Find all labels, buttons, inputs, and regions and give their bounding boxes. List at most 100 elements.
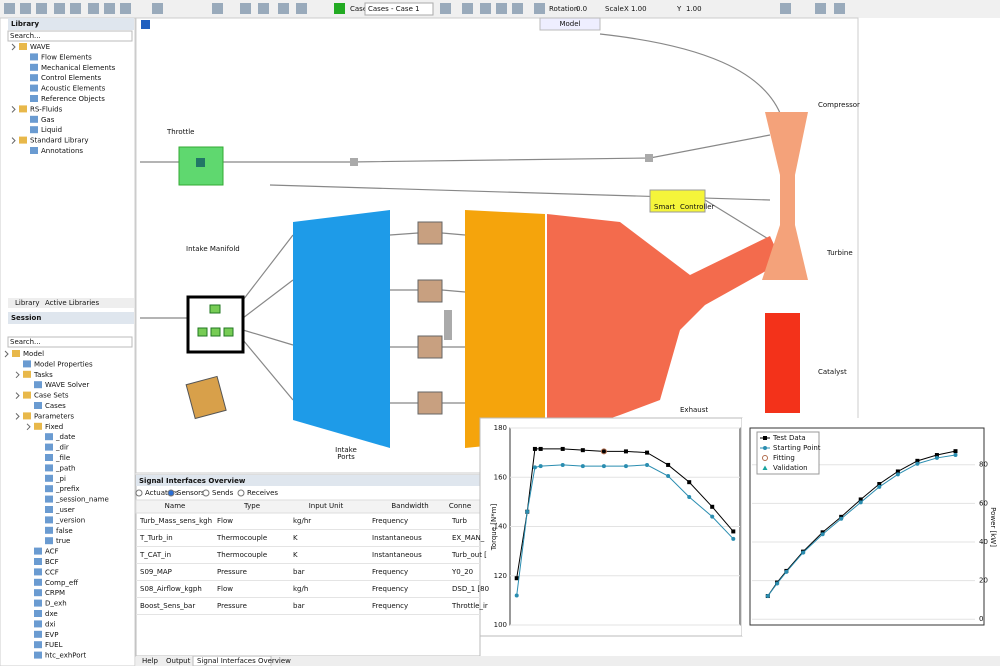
tree-item[interactable]: RS-Fluids bbox=[30, 105, 63, 113]
tree-expander[interactable] bbox=[11, 137, 16, 144]
tree-item[interactable]: BCF bbox=[45, 558, 59, 566]
tree-item[interactable]: Acoustic Elements bbox=[41, 85, 106, 93]
session-search[interactable] bbox=[7, 336, 133, 348]
rotation-value[interactable]: 0.0 bbox=[576, 5, 587, 13]
table-cell[interactable]: K bbox=[293, 534, 298, 542]
table-cell[interactable]: Pressure bbox=[217, 602, 247, 610]
table-cell[interactable]: Instantaneous bbox=[372, 551, 422, 559]
filter-label[interactable]: Receives bbox=[247, 489, 278, 497]
filter-label[interactable]: Sensors bbox=[177, 489, 205, 497]
table-cell[interactable]: Y0_20 bbox=[451, 568, 473, 576]
tree-expander[interactable] bbox=[26, 423, 31, 431]
tree-expander[interactable] bbox=[15, 371, 20, 379]
tree-item[interactable]: Flow Elements bbox=[41, 53, 92, 61]
tree-item[interactable]: ACF bbox=[45, 548, 59, 556]
table-cell[interactable]: kg/hr bbox=[293, 517, 311, 525]
tree-item[interactable]: Mechanical Elements bbox=[41, 64, 116, 72]
radio[interactable] bbox=[167, 489, 175, 497]
model-tab[interactable] bbox=[539, 17, 601, 31]
model-tab-label[interactable]: Model bbox=[559, 20, 580, 28]
tree-item[interactable]: Tasks bbox=[33, 371, 53, 379]
tree-item[interactable]: _date bbox=[55, 433, 75, 441]
tree-item[interactable]: _user bbox=[55, 506, 75, 514]
library-search[interactable] bbox=[7, 30, 133, 42]
tree-item[interactable]: D_exh bbox=[45, 600, 67, 608]
tree-item[interactable]: Liquid bbox=[41, 126, 62, 134]
tree-item[interactable]: _version bbox=[55, 516, 85, 524]
radio[interactable] bbox=[135, 489, 143, 497]
tree-item[interactable]: _file bbox=[55, 454, 70, 462]
tree-expander[interactable] bbox=[15, 392, 20, 399]
tree-item[interactable]: WAVE Solver bbox=[45, 381, 89, 389]
tree-item[interactable]: Model bbox=[23, 350, 44, 358]
tree-item[interactable]: CCF bbox=[45, 568, 59, 576]
tree-item[interactable]: WAVE bbox=[30, 43, 50, 51]
radio[interactable] bbox=[237, 489, 245, 497]
tree-item[interactable]: Case Sets bbox=[34, 392, 69, 400]
table-cell[interactable]: Thermocouple bbox=[216, 534, 267, 542]
tree-item[interactable]: Parameters bbox=[34, 412, 74, 420]
table-cell[interactable]: kg/h bbox=[293, 585, 308, 593]
table-cell[interactable]: Flow bbox=[217, 517, 233, 525]
toolbar-buttons[interactable] bbox=[4, 3, 845, 14]
tree-item[interactable]: _session_name bbox=[55, 496, 109, 504]
filter-label[interactable]: Sends bbox=[212, 489, 234, 497]
active-libraries-tab[interactable]: Active Libraries bbox=[45, 299, 99, 307]
tree-item[interactable]: Annotations bbox=[41, 147, 83, 155]
table-cell[interactable]: S09_MAP bbox=[140, 568, 172, 576]
tree-item[interactable]: Model Properties bbox=[34, 360, 93, 368]
tree-item[interactable]: FUEL bbox=[45, 641, 63, 649]
tree-item[interactable]: _pi bbox=[55, 475, 66, 483]
table-cell[interactable]: DSD_1 [80 bbox=[452, 585, 489, 593]
bottom-tab[interactable]: Help bbox=[142, 657, 159, 665]
tree-item[interactable]: Cases bbox=[45, 402, 66, 410]
table-cell[interactable]: Throttle_ir bbox=[451, 602, 488, 610]
tree-item[interactable]: htc_exhPort bbox=[45, 652, 86, 660]
table-cell[interactable]: Instantaneous bbox=[372, 534, 422, 542]
scale-x-value[interactable]: 1.00 bbox=[631, 5, 647, 13]
tree-item[interactable]: EVP bbox=[45, 631, 58, 639]
table-cell[interactable]: EX_MAN_ bbox=[452, 534, 485, 542]
table-cell[interactable]: bar bbox=[293, 568, 305, 576]
case-select[interactable] bbox=[364, 2, 434, 16]
tree-item[interactable]: dxi bbox=[45, 620, 56, 628]
case-value[interactable]: Cases - Case 1 bbox=[368, 5, 420, 13]
table-cell[interactable]: Frequency bbox=[372, 585, 408, 593]
filter-label[interactable]: Actuators bbox=[145, 489, 179, 497]
tree-item[interactable]: Comp_eff bbox=[45, 579, 78, 587]
table-cell[interactable]: T_CAT_in bbox=[139, 551, 171, 559]
library-tab[interactable]: Library bbox=[15, 299, 39, 307]
bottom-tab[interactable]: Signal Interfaces Overview bbox=[197, 657, 291, 665]
table-cell[interactable]: bar bbox=[293, 602, 305, 610]
table-cell[interactable]: Turb_out [ bbox=[451, 551, 487, 559]
tree-item[interactable]: _prefix bbox=[55, 485, 80, 493]
tree-item[interactable]: Gas bbox=[41, 116, 55, 124]
tree-item[interactable]: CRPM bbox=[45, 589, 65, 597]
table-cell[interactable]: K bbox=[293, 551, 298, 559]
table-cell[interactable]: Frequency bbox=[372, 568, 408, 576]
tree-item[interactable]: Standard Library bbox=[30, 137, 89, 145]
table-cell[interactable]: Pressure bbox=[217, 568, 247, 576]
table-cell[interactable]: Frequency bbox=[372, 517, 408, 525]
tree-expander[interactable] bbox=[11, 106, 16, 113]
table-cell[interactable]: Flow bbox=[217, 585, 233, 593]
tree-item[interactable]: false bbox=[56, 527, 73, 535]
bottom-tab[interactable]: Output bbox=[166, 657, 191, 665]
table-cell[interactable]: Frequency bbox=[372, 602, 408, 610]
tree-item[interactable]: Control Elements bbox=[41, 74, 102, 82]
table-cell[interactable]: Boost_Sens_bar bbox=[140, 602, 195, 610]
tree-expander[interactable] bbox=[15, 413, 20, 420]
table-cell[interactable]: T_Turb_in bbox=[139, 534, 173, 542]
tree-item[interactable]: dxe bbox=[45, 610, 58, 618]
tree-item[interactable]: true bbox=[56, 537, 70, 545]
scale-y-value[interactable]: 1.00 bbox=[686, 5, 702, 13]
tree-item[interactable]: _dir bbox=[55, 444, 69, 452]
table-cell[interactable]: S08_Airflow_kgph bbox=[140, 585, 202, 593]
table-cell[interactable]: Turb_Mass_sens_kgh bbox=[139, 517, 212, 525]
tree-expander[interactable] bbox=[11, 43, 16, 51]
radio[interactable] bbox=[202, 489, 210, 497]
tree-item[interactable]: Fixed bbox=[45, 423, 63, 431]
table-cell[interactable]: Turb bbox=[451, 517, 468, 525]
tree-expander[interactable] bbox=[4, 350, 9, 358]
tree-item[interactable]: Reference Objects bbox=[41, 95, 105, 103]
